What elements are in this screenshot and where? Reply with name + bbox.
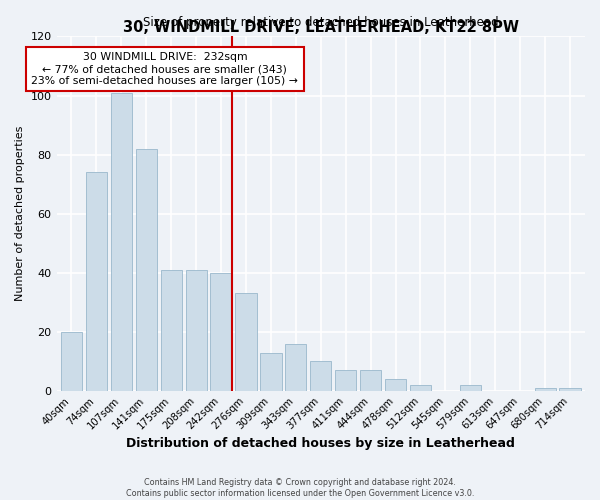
Bar	[86, 172, 107, 391]
Text: Contains HM Land Registry data © Crown copyright and database right 2024.
Contai: Contains HM Land Registry data © Crown c…	[126, 478, 474, 498]
Bar	[61, 332, 82, 391]
Title: 30, WINDMILL DRIVE, LEATHERHEAD, KT22 8PW: 30, WINDMILL DRIVE, LEATHERHEAD, KT22 8P…	[123, 20, 519, 36]
Bar	[211, 273, 232, 391]
Bar	[136, 148, 157, 391]
Bar	[185, 270, 207, 391]
Bar	[410, 385, 431, 391]
Y-axis label: Number of detached properties: Number of detached properties	[15, 126, 25, 302]
Bar	[285, 344, 307, 391]
Text: 30 WINDMILL DRIVE:  232sqm
← 77% of detached houses are smaller (343)
23% of sem: 30 WINDMILL DRIVE: 232sqm ← 77% of detac…	[31, 52, 298, 86]
Bar	[335, 370, 356, 391]
Bar	[111, 92, 132, 391]
Bar	[535, 388, 556, 391]
Bar	[310, 362, 331, 391]
Text: Size of property relative to detached houses in Leatherhead: Size of property relative to detached ho…	[143, 16, 499, 28]
Bar	[559, 388, 581, 391]
Bar	[235, 294, 257, 391]
Bar	[460, 385, 481, 391]
X-axis label: Distribution of detached houses by size in Leatherhead: Distribution of detached houses by size …	[127, 437, 515, 450]
Bar	[260, 352, 281, 391]
Bar	[161, 270, 182, 391]
Bar	[360, 370, 381, 391]
Bar	[385, 379, 406, 391]
